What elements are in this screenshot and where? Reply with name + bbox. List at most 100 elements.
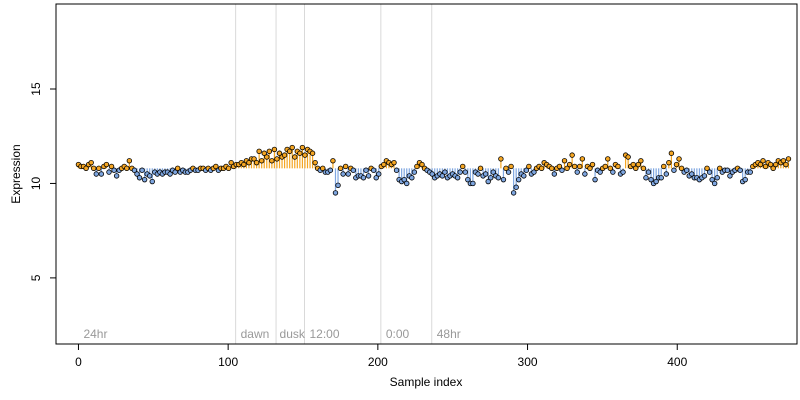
data-point [663, 171, 670, 177]
data-point [320, 165, 326, 172]
data-point [228, 159, 234, 166]
data-point [661, 163, 667, 170]
x-axis-label: Sample index [390, 375, 463, 389]
data-point [335, 182, 341, 189]
data-point [516, 176, 522, 183]
data-point [475, 171, 481, 177]
data-point [737, 167, 743, 173]
data-point [103, 161, 110, 168]
y-axis: 5 10 15 [29, 82, 57, 281]
data-point [569, 152, 575, 158]
data-point [281, 152, 288, 158]
data-point [363, 167, 369, 173]
data-point [411, 169, 418, 175]
data-point [113, 173, 120, 179]
data-point [454, 175, 461, 181]
data-point [251, 156, 257, 162]
data-point [442, 169, 448, 175]
data-point [213, 163, 219, 170]
data-point [566, 161, 573, 168]
data-point [460, 163, 466, 170]
data-point [286, 148, 293, 155]
data-point [404, 180, 410, 187]
data-point [266, 148, 273, 155]
data-point [747, 169, 753, 175]
data-point [711, 180, 718, 187]
data-point [225, 165, 232, 172]
data-point [610, 169, 616, 175]
data-point [256, 148, 262, 155]
data-point [261, 150, 267, 156]
data-point [648, 176, 654, 183]
x-tick-label: 100 [218, 355, 238, 369]
data-point [83, 165, 89, 172]
data-point [409, 175, 415, 181]
data-point [630, 161, 636, 168]
time-annotation-label: 12:00 [309, 327, 339, 341]
data-point [597, 169, 603, 175]
data-point [709, 176, 715, 183]
data-point [134, 171, 140, 177]
data-point [264, 154, 270, 160]
data-point [342, 163, 349, 170]
data-point [714, 175, 720, 181]
data-point [340, 171, 346, 177]
data-point [271, 146, 278, 153]
data-point [289, 144, 295, 151]
data-point [88, 159, 94, 166]
x-tick-label: 300 [518, 355, 538, 369]
data-point [136, 175, 143, 181]
data-point [503, 165, 509, 172]
data-point [498, 156, 504, 162]
data-point [638, 158, 644, 164]
x-tick-label: 400 [667, 355, 687, 369]
data-point [309, 150, 316, 156]
data-point [760, 158, 766, 164]
data-point [508, 163, 514, 170]
data-point [360, 175, 367, 181]
data-point [124, 165, 130, 172]
data-point [302, 152, 308, 158]
data-point [91, 165, 97, 172]
time-annotations: 24hr dawn dusk 12:00 0:00 48hr [83, 327, 460, 341]
time-annotation-label: 48hr [437, 327, 461, 341]
data-point [574, 169, 580, 175]
data-point [780, 158, 787, 164]
data-point [485, 178, 491, 185]
data-point [717, 165, 723, 172]
data-point [274, 156, 280, 162]
data-point [111, 167, 117, 173]
data-point [482, 171, 489, 177]
data-point [673, 161, 680, 168]
data-point [704, 165, 710, 172]
data-point [505, 169, 512, 175]
data-point [762, 163, 769, 170]
data-point [297, 150, 303, 156]
data-point [419, 161, 425, 168]
data-point [401, 176, 407, 183]
data-point [108, 163, 115, 170]
data-point [757, 161, 764, 168]
data-point [172, 169, 178, 175]
data-point [589, 161, 596, 168]
data-point [770, 165, 776, 172]
data-point [572, 163, 578, 170]
data-point [513, 184, 519, 190]
data-point [521, 173, 527, 179]
y-tick-label: 15 [29, 82, 43, 96]
data-point [773, 161, 779, 168]
time-annotation-label: 0:00 [386, 327, 410, 341]
data-point [523, 167, 530, 173]
data-point [175, 165, 181, 172]
data-point [559, 167, 565, 173]
data-point [678, 165, 685, 172]
data-point [635, 161, 642, 168]
data-point [373, 175, 379, 181]
data-point [500, 176, 507, 183]
data-point [292, 154, 298, 160]
data-point [439, 173, 446, 179]
data-point [299, 144, 306, 151]
data-point [495, 175, 502, 181]
data-point [683, 167, 690, 173]
data-point [605, 156, 611, 162]
